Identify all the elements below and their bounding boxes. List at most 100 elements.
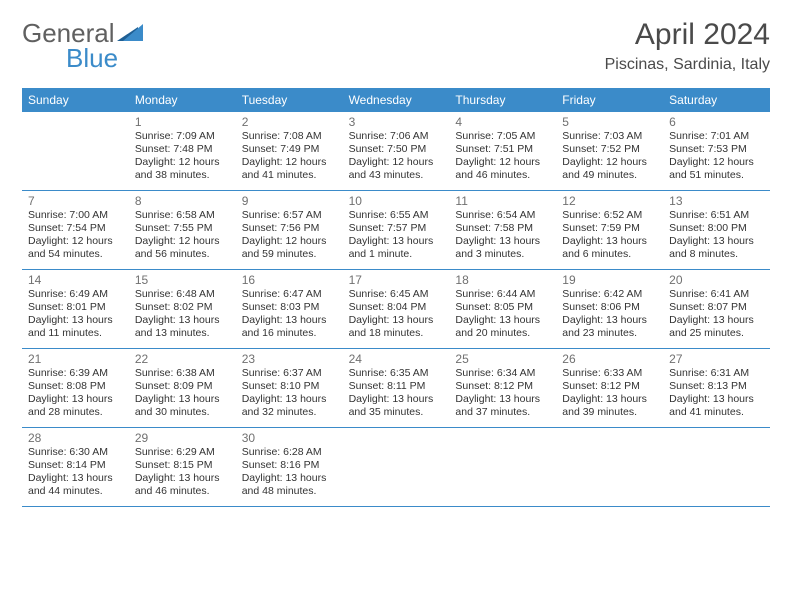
sunrise-line: Sunrise: 6:47 AM [242,288,337,301]
daylight-line-1: Daylight: 13 hours [28,393,123,406]
day-number: 17 [349,273,444,287]
empty-cell [663,428,770,506]
logo-mark-icon [117,18,143,49]
day-cell: 15Sunrise: 6:48 AMSunset: 8:02 PMDayligh… [129,270,236,348]
day-cell: 21Sunrise: 6:39 AMSunset: 8:08 PMDayligh… [22,349,129,427]
day-number: 10 [349,194,444,208]
day-cell: 3Sunrise: 7:06 AMSunset: 7:50 PMDaylight… [343,112,450,190]
day-of-week-header: SundayMondayTuesdayWednesdayThursdayFrid… [22,88,770,112]
daylight-line-1: Daylight: 13 hours [28,314,123,327]
daylight-line-2: and 23 minutes. [562,327,657,340]
daylight-line-2: and 8 minutes. [669,248,764,261]
daylight-line-2: and 46 minutes. [135,485,230,498]
daylight-line-2: and 49 minutes. [562,169,657,182]
weeks-container: 1Sunrise: 7:09 AMSunset: 7:48 PMDaylight… [22,112,770,507]
sunrise-line: Sunrise: 6:45 AM [349,288,444,301]
dow-cell: Wednesday [343,88,450,112]
day-number: 12 [562,194,657,208]
daylight-line-2: and 28 minutes. [28,406,123,419]
sunrise-line: Sunrise: 7:03 AM [562,130,657,143]
dow-cell: Monday [129,88,236,112]
sunrise-line: Sunrise: 6:55 AM [349,209,444,222]
day-cell: 10Sunrise: 6:55 AMSunset: 7:57 PMDayligh… [343,191,450,269]
day-cell: 19Sunrise: 6:42 AMSunset: 8:06 PMDayligh… [556,270,663,348]
sunset-line: Sunset: 7:49 PM [242,143,337,156]
day-number: 25 [455,352,550,366]
day-cell: 29Sunrise: 6:29 AMSunset: 8:15 PMDayligh… [129,428,236,506]
sunrise-line: Sunrise: 6:29 AM [135,446,230,459]
sunset-line: Sunset: 7:56 PM [242,222,337,235]
daylight-line-1: Daylight: 13 hours [562,235,657,248]
sunset-line: Sunset: 8:05 PM [455,301,550,314]
daylight-line-1: Daylight: 13 hours [135,393,230,406]
day-number: 7 [28,194,123,208]
day-number: 6 [669,115,764,129]
day-number: 16 [242,273,337,287]
title-block: April 2024 Piscinas, Sardinia, Italy [605,18,770,74]
daylight-line-1: Daylight: 13 hours [455,235,550,248]
sunset-line: Sunset: 8:03 PM [242,301,337,314]
daylight-line-1: Daylight: 13 hours [135,472,230,485]
empty-cell [22,112,129,190]
daylight-line-1: Daylight: 12 hours [28,235,123,248]
daylight-line-1: Daylight: 13 hours [349,393,444,406]
week-row: 14Sunrise: 6:49 AMSunset: 8:01 PMDayligh… [22,270,770,349]
day-cell: 12Sunrise: 6:52 AMSunset: 7:59 PMDayligh… [556,191,663,269]
sunset-line: Sunset: 8:07 PM [669,301,764,314]
sunrise-line: Sunrise: 6:37 AM [242,367,337,380]
sunset-line: Sunset: 7:59 PM [562,222,657,235]
sunset-line: Sunset: 8:15 PM [135,459,230,472]
day-number: 4 [455,115,550,129]
sunrise-line: Sunrise: 7:05 AM [455,130,550,143]
day-number: 2 [242,115,337,129]
daylight-line-2: and 41 minutes. [669,406,764,419]
dow-cell: Friday [556,88,663,112]
daylight-line-1: Daylight: 13 hours [242,314,337,327]
day-number: 30 [242,431,337,445]
day-number: 11 [455,194,550,208]
daylight-line-2: and 59 minutes. [242,248,337,261]
sunset-line: Sunset: 8:06 PM [562,301,657,314]
sunset-line: Sunset: 8:14 PM [28,459,123,472]
daylight-line-1: Daylight: 12 hours [669,156,764,169]
day-number: 28 [28,431,123,445]
sunrise-line: Sunrise: 6:28 AM [242,446,337,459]
sunrise-line: Sunrise: 6:41 AM [669,288,764,301]
sunset-line: Sunset: 8:16 PM [242,459,337,472]
week-row: 7Sunrise: 7:00 AMSunset: 7:54 PMDaylight… [22,191,770,270]
sunrise-line: Sunrise: 7:09 AM [135,130,230,143]
sunrise-line: Sunrise: 6:31 AM [669,367,764,380]
daylight-line-1: Daylight: 13 hours [242,393,337,406]
dow-cell: Thursday [449,88,556,112]
daylight-line-1: Daylight: 13 hours [562,314,657,327]
day-number: 29 [135,431,230,445]
sunset-line: Sunset: 8:08 PM [28,380,123,393]
day-cell: 7Sunrise: 7:00 AMSunset: 7:54 PMDaylight… [22,191,129,269]
day-number: 5 [562,115,657,129]
sunrise-line: Sunrise: 7:08 AM [242,130,337,143]
dow-cell: Saturday [663,88,770,112]
day-number: 9 [242,194,337,208]
sunrise-line: Sunrise: 6:39 AM [28,367,123,380]
sunset-line: Sunset: 8:13 PM [669,380,764,393]
day-cell: 5Sunrise: 7:03 AMSunset: 7:52 PMDaylight… [556,112,663,190]
daylight-line-2: and 30 minutes. [135,406,230,419]
day-cell: 26Sunrise: 6:33 AMSunset: 8:12 PMDayligh… [556,349,663,427]
daylight-line-2: and 43 minutes. [349,169,444,182]
day-number: 18 [455,273,550,287]
sunset-line: Sunset: 7:51 PM [455,143,550,156]
daylight-line-2: and 56 minutes. [135,248,230,261]
sunrise-line: Sunrise: 6:52 AM [562,209,657,222]
day-cell: 23Sunrise: 6:37 AMSunset: 8:10 PMDayligh… [236,349,343,427]
day-number: 23 [242,352,337,366]
header: GeneralBlue April 2024 Piscinas, Sardini… [0,0,792,80]
day-number: 26 [562,352,657,366]
daylight-line-1: Daylight: 13 hours [242,472,337,485]
sunrise-line: Sunrise: 6:33 AM [562,367,657,380]
sunrise-line: Sunrise: 6:30 AM [28,446,123,459]
sunset-line: Sunset: 8:01 PM [28,301,123,314]
sunset-line: Sunset: 8:12 PM [562,380,657,393]
sunset-line: Sunset: 8:04 PM [349,301,444,314]
day-number: 20 [669,273,764,287]
day-cell: 27Sunrise: 6:31 AMSunset: 8:13 PMDayligh… [663,349,770,427]
